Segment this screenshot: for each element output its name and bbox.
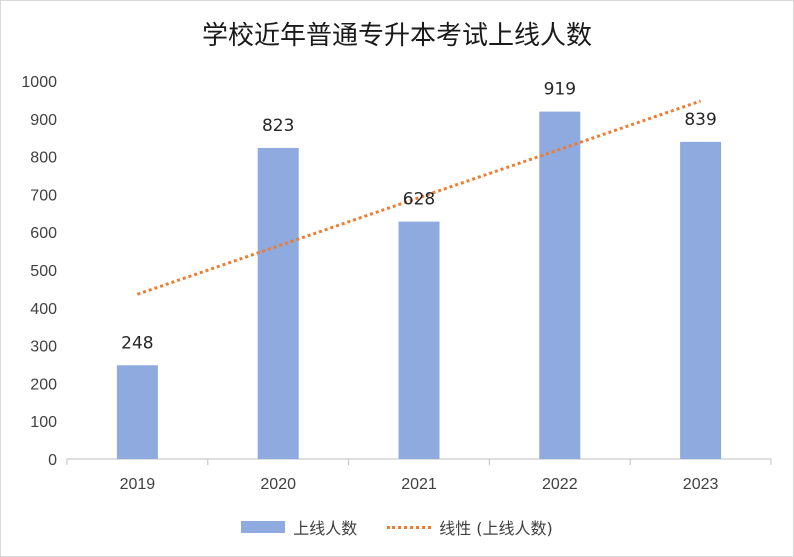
legend-bar-swatch [241,521,286,533]
x-tick-label: 2021 [401,476,437,493]
y-tick-label: 400 [30,301,57,318]
y-tick-label: 100 [30,414,57,431]
bar [398,221,440,459]
y-tick-label: 200 [30,376,57,393]
bar [680,141,722,459]
legend-item-trendline: 线性 (上线人数) [387,515,553,539]
data-label: 823 [262,116,294,136]
x-tick-label: 2023 [683,476,719,493]
bar [257,147,299,459]
y-tick-label: 500 [30,263,57,280]
x-tick-label: 2022 [542,476,578,493]
y-tick-label: 800 [30,150,57,167]
y-tick-label: 300 [30,339,57,356]
y-tick-label: 0 [48,452,57,469]
y-tick-label: 600 [30,225,57,242]
data-label: 248 [121,333,153,353]
x-tick-label: 2020 [260,476,296,493]
legend-series-label: 上线人数 [293,519,358,538]
y-tick-label: 900 [30,112,57,129]
data-label: 628 [403,190,435,210]
legend-item-series: 上线人数 [241,515,357,539]
chart-legend: 上线人数 线性 (上线人数) [1,515,793,539]
data-label: 839 [684,110,716,130]
data-label: 919 [544,80,576,100]
bar [116,365,158,459]
y-tick-label: 700 [30,187,57,204]
chart-title: 学校近年普通专升本考试上线人数 [201,21,592,51]
bar [539,111,581,460]
legend-trendline-swatch [387,525,432,529]
y-tick-label: 1000 [21,74,57,91]
x-tick-label: 2019 [120,476,156,493]
legend-trendline-label: 线性 (上线人数) [439,519,553,538]
